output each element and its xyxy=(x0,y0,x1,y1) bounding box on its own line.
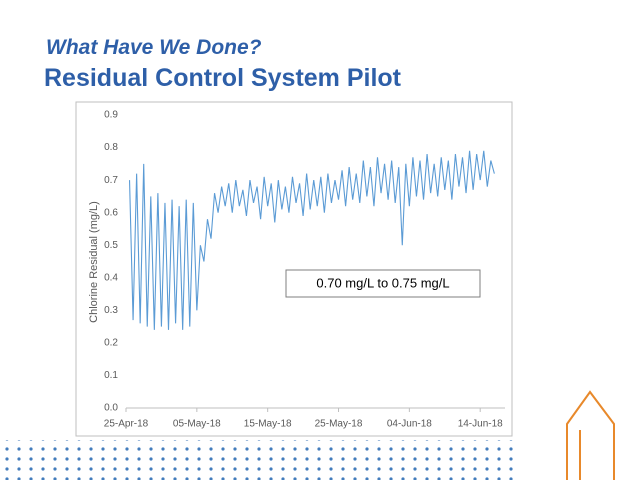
x-tick-label: 14-Jun-18 xyxy=(458,419,503,430)
y-tick-label: 0.1 xyxy=(104,370,118,381)
annotation: 0.70 mg/L to 0.75 mg/L xyxy=(316,275,449,290)
y-tick-label: 0.5 xyxy=(104,240,118,251)
x-tick-label: 15-May-18 xyxy=(244,419,292,430)
data-line xyxy=(128,150,495,330)
y-tick-label: 0.7 xyxy=(104,175,118,186)
x-tick-label: 25-May-18 xyxy=(315,419,363,430)
y-tick-label: 0.8 xyxy=(104,142,118,153)
y-tick-label: 0.2 xyxy=(104,338,118,349)
x-tick-label: 05-May-18 xyxy=(173,419,221,430)
x-tick-label: 25-Apr-18 xyxy=(104,419,149,430)
slide-title: What Have We Done? xyxy=(46,36,262,59)
annotation-box xyxy=(285,269,481,298)
y-tick-label: 0.9 xyxy=(104,110,118,121)
y-axis-label: Chlorine Residual (mg/L) xyxy=(88,201,100,323)
y-tick-label: 0.4 xyxy=(104,272,118,283)
y-tick-label: 0.0 xyxy=(104,403,118,414)
house-icon xyxy=(566,390,615,480)
y-tick-label: 0.3 xyxy=(104,305,118,316)
plot: 0.0 0.1 0.2 0.3 0.4 0.5 0.6 0.7 0.8 0.9 25-Apr-18 0… xyxy=(104,110,505,430)
dot-pattern xyxy=(0,440,520,480)
y-tick-label: 0.6 xyxy=(104,207,118,218)
slide-subtitle: Residual Control System Pilot xyxy=(44,64,402,92)
x-tick-label: 04-Jun-18 xyxy=(387,419,432,430)
